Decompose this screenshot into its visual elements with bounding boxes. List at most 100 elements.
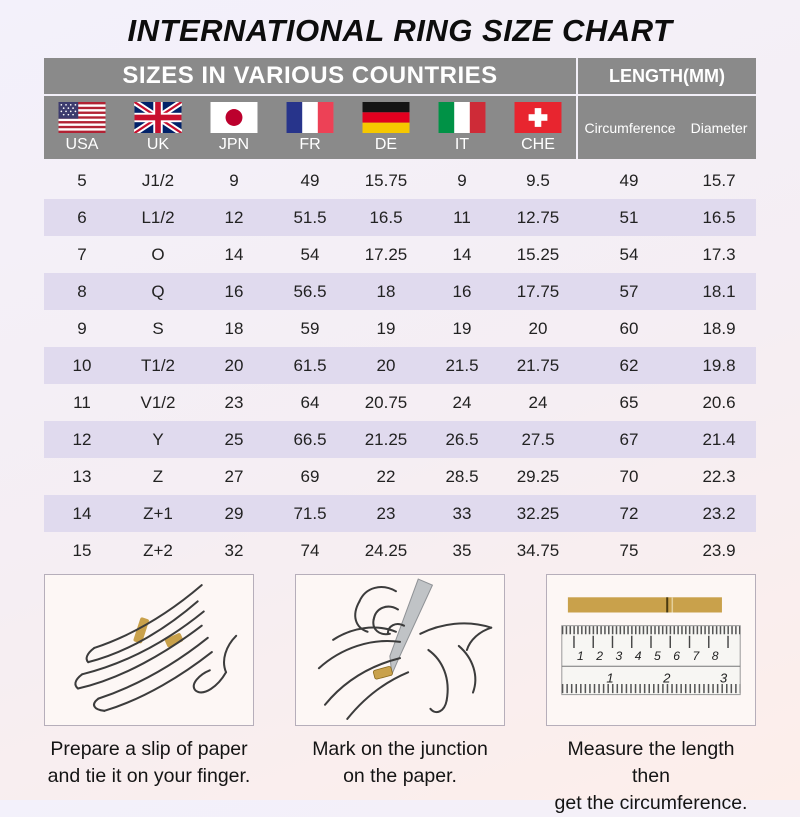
column-header-fr: FR [272,96,348,159]
table-row: 5 J1/2 9 49 15.75 9 9.5 49 15.7 [44,162,756,199]
table-cell: 15.75 [364,170,408,190]
column-header-label: IT [454,135,470,153]
ring-size-table: SIZES IN VARIOUS COUNTRIES LENGTH(MM) [44,58,756,569]
table-row: 8 Q 16 56.5 18 16 17.75 57 18.1 [44,273,756,310]
table-cell: 23.9 [702,540,736,560]
table-cell: 20 [376,355,396,375]
table-cell: 60 [619,318,639,338]
svg-text:7: 7 [693,649,701,663]
table-cell: 35 [452,540,472,560]
table-cell: 18.9 [702,318,736,338]
table-row: 11 V1/2 23 64 20.75 24 24 65 20.6 [44,384,756,421]
table-row: 10 T1/2 20 61.5 20 21.5 21.75 62 19.8 [44,347,756,384]
table-cell: 49 [300,170,320,190]
table-cell: 54 [619,244,639,264]
table-cell: 74 [300,540,320,560]
table-cell: 9 [77,318,87,338]
table-cell: Y [152,429,164,449]
column-header-it: IT [424,96,500,159]
instructions-section: Prepare a slip of paper and tie it on yo… [44,574,756,817]
column-header-usa: USA [44,96,120,159]
svg-text:2: 2 [595,649,603,663]
table-cell: 28.5 [445,466,479,486]
table-cell: 61.5 [293,355,327,375]
table-cell: 56.5 [293,281,327,301]
table-cell: 20 [224,355,244,375]
table-cell: 54 [300,244,320,264]
table-cell: 51.5 [293,207,327,227]
table-cell: 19.8 [702,355,736,375]
svg-text:3: 3 [616,649,623,663]
table-cell: 6 [77,207,87,227]
table-cell: 21.4 [702,429,736,449]
table-cell: 20 [528,318,548,338]
table-row: 14 Z+1 29 71.5 23 33 32.25 72 23.2 [44,495,756,532]
table-cell: 15.7 [702,170,736,190]
table-cell: 57 [619,281,639,301]
svg-text:1: 1 [577,649,584,663]
column-header-jpn: JPN [196,96,272,159]
table-cell: 62 [619,355,639,375]
table-cell: 69 [300,466,320,486]
svg-text:8: 8 [712,649,719,663]
table-cell: O [151,244,165,264]
table-cell: 27 [224,466,244,486]
table-cell: 22.3 [702,466,736,486]
table-cell: 23.2 [702,503,736,523]
table-cell: 14 [224,244,244,264]
germany-flag-icon [362,101,410,133]
switzerland-flag-icon [514,101,562,133]
table-cell: 70 [619,466,639,486]
table-cell: 23 [376,503,396,523]
table-cell: 21.25 [364,429,408,449]
uk-flag-icon [134,101,182,133]
table-cell: 23 [224,392,244,412]
instruction-caption: Measure the length then get the circumfe… [554,738,748,814]
table-cell: 65 [619,392,639,412]
table-cell: 71.5 [293,503,327,523]
table-cell: 18 [224,318,244,338]
table-cell: 12 [224,207,244,227]
svg-text:4: 4 [635,649,642,663]
header-length-mm: LENGTH(MM) [576,58,756,94]
table-cell: 12 [72,429,92,449]
table-cell: 18 [376,281,396,301]
page-title: INTERNATIONAL RING SIZE CHART [127,13,673,48]
table-cell: 20.6 [702,392,736,412]
table-cell: 34.75 [516,540,560,560]
column-header-uk: UK [120,96,196,159]
table-cell: 9 [229,170,239,190]
header-sizes-in-various-countries: SIZES IN VARIOUS COUNTRIES [44,58,576,94]
table-cell: Q [151,281,165,301]
table-cell: Z+1 [143,503,173,523]
table-cell: 16 [224,281,244,301]
table-cell: 49 [619,170,639,190]
length-sub-headers: Circumference Diameter [576,96,756,159]
instruction-caption: Mark on the junction on the paper. [312,738,488,787]
column-header-label: JPN [218,135,250,153]
table-cell: 75 [619,540,639,560]
instruction-step-1: Prepare a slip of paper and tie it on yo… [44,574,254,817]
table-cell: 33 [452,503,472,523]
table-cell: J1/2 [141,170,175,190]
column-header-label: CHE [521,135,555,153]
table-cell: 19 [376,318,396,338]
table-row: 9 S 18 59 19 19 20 60 18.9 [44,310,756,347]
table-cell: 14 [72,503,92,523]
table-cell: 15.25 [516,244,560,264]
table-cell: 16.5 [702,207,736,227]
table-cell: V1/2 [140,392,176,412]
table-cell: 20.75 [364,392,408,412]
table-row: 13 Z 27 69 22 28.5 29.25 70 22.3 [44,458,756,495]
instruction-caption: Prepare a slip of paper and tie it on yo… [47,738,251,787]
table-cell: 27.5 [521,429,555,449]
column-header-label: DE [374,135,398,153]
table-cell: 22 [376,466,396,486]
column-header-diameter: Diameter [690,119,748,136]
table-cell: 32.25 [516,503,560,523]
table-cell: 16.5 [369,207,403,227]
table-cell: Z [152,466,164,486]
table-cell: 17.3 [702,244,736,264]
table-cell: 13 [72,466,92,486]
